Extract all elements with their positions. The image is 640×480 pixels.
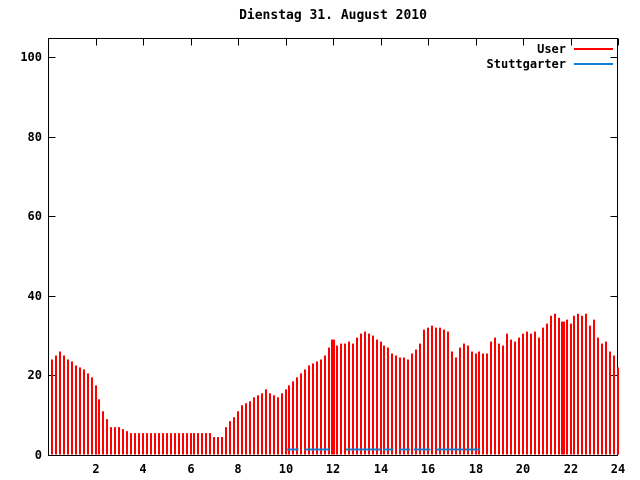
x-tick-label: 14 bbox=[374, 462, 388, 476]
legend-line-swatch bbox=[574, 62, 613, 65]
x-tick-label: 6 bbox=[187, 462, 194, 476]
x-tick-label: 8 bbox=[234, 462, 241, 476]
legend-label: User bbox=[537, 41, 566, 56]
legend-label: Stuttgarter bbox=[486, 56, 566, 71]
x-tick-label: 4 bbox=[139, 462, 146, 476]
legend-row-stuttgarter: Stuttgarter bbox=[487, 56, 613, 71]
y-tick-label: 100 bbox=[20, 50, 42, 64]
y-tick-label: 80 bbox=[28, 130, 42, 144]
x-tick-label: 22 bbox=[564, 462, 578, 476]
y-tick-label: 0 bbox=[35, 448, 42, 462]
legend-line-swatch bbox=[574, 47, 613, 50]
x-tick-label: 24 bbox=[611, 462, 625, 476]
chart-legend: User Stuttgarter bbox=[487, 41, 613, 71]
legend-row-user: User bbox=[487, 41, 613, 56]
x-tick-label: 20 bbox=[516, 462, 530, 476]
y-tick-label: 20 bbox=[28, 368, 42, 382]
x-tick-label: 18 bbox=[469, 462, 483, 476]
chart-title: Dienstag 31. August 2010 bbox=[239, 8, 427, 23]
y-tick-label: 60 bbox=[28, 209, 42, 223]
x-tick-label: 10 bbox=[279, 462, 293, 476]
y-tick-label: 40 bbox=[28, 289, 42, 303]
x-tick-label: 16 bbox=[421, 462, 435, 476]
x-tick-label: 2 bbox=[92, 462, 99, 476]
x-tick-label: 12 bbox=[326, 462, 340, 476]
